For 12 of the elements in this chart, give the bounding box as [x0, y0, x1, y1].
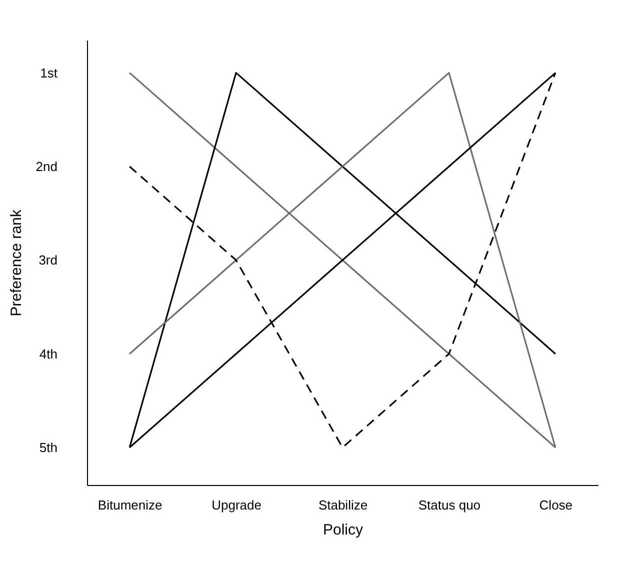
x-axis-title: Policy: [322, 522, 364, 538]
y-tick-label: 3rd: [38, 252, 58, 268]
y-tick-label: 1st: [40, 65, 58, 80]
x-tick-label: Stabilize: [318, 498, 368, 512]
x-tick-label: Upgrade: [212, 498, 262, 512]
x-tick-label: Status quo: [418, 498, 481, 512]
y-tick-label: 2nd: [36, 158, 58, 174]
y-tick-label: 4th: [39, 346, 58, 362]
x-tick-label: Bitumenize: [98, 498, 162, 512]
y-tick-label: 5th: [39, 440, 58, 456]
x-tick-label: Close: [539, 498, 573, 512]
y-axis-title: Preference rank: [8, 209, 25, 316]
